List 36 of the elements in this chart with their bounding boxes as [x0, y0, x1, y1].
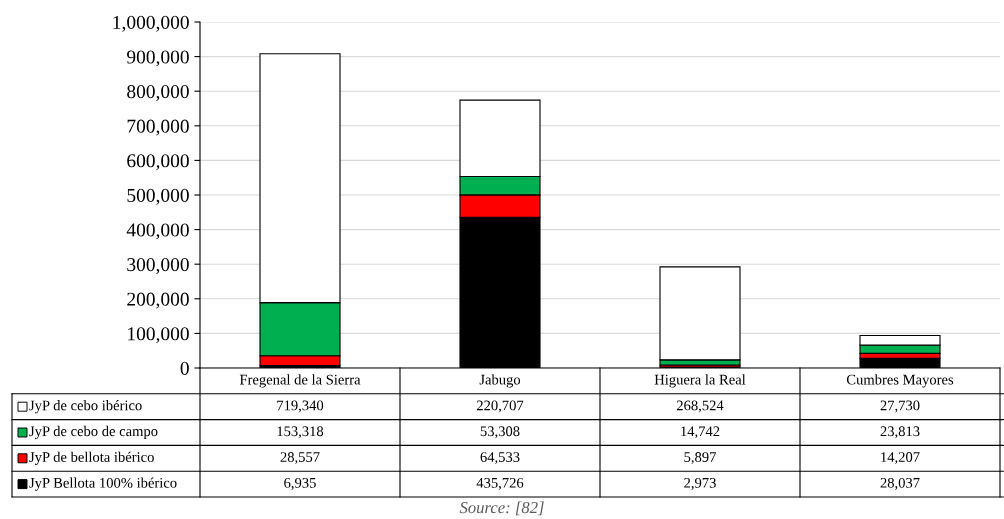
data-label: 14,207	[881, 452, 920, 465]
legend-label: JyP de cebo ibérico	[29, 400, 142, 414]
x-tick-label: Higuera la Real	[654, 374, 746, 388]
y-tick-label: 100,000	[128, 327, 189, 344]
y-tick-label: 400,000	[126, 223, 189, 240]
data-label: 435,726	[476, 477, 524, 490]
data-label: 2,973	[684, 477, 716, 490]
data-label: 6,935	[284, 477, 316, 490]
y-tick-label: 800,000	[127, 85, 189, 101]
data-label: 153,318	[277, 426, 324, 439]
y-tick-label: 900,000	[127, 50, 189, 67]
y-tick-label: 300,000	[127, 258, 189, 274]
legend-label: JyP de cebo de campo	[29, 425, 158, 440]
y-tick-label: 700,000	[127, 119, 189, 136]
data-label: 27,730	[880, 400, 920, 413]
data-label: 14,742	[681, 426, 720, 439]
y-tick-label: 200,000	[127, 292, 189, 309]
data-label: 64,533	[480, 452, 520, 465]
x-tick-label: Jabugo	[479, 374, 521, 388]
data-label: 268,524	[676, 400, 724, 413]
y-tick-label: 600,000	[127, 154, 189, 171]
data-label: 23,813	[880, 426, 920, 439]
data-label: 53,308	[480, 426, 520, 439]
data-label: 28,037	[880, 477, 920, 490]
data-label: 719,340	[277, 400, 324, 413]
data-label: 5,897	[684, 452, 716, 465]
source-note: Source: [82]	[459, 501, 544, 516]
legend-label: JyP Bellota 100% ibérico	[29, 477, 177, 491]
data-label: 28,557	[280, 452, 320, 465]
x-tick-label: Cumbres Mayores	[846, 374, 954, 388]
y-tick-label: 500,000	[127, 188, 189, 205]
legend-label: JyP de bellota ibérico	[29, 451, 154, 465]
y-tick-label: 0	[180, 361, 189, 375]
data-label: 220,707	[476, 400, 524, 413]
x-tick-label: Fregenal de la Sierra	[239, 374, 361, 388]
y-tick-label: 1,000,000	[113, 15, 189, 32]
